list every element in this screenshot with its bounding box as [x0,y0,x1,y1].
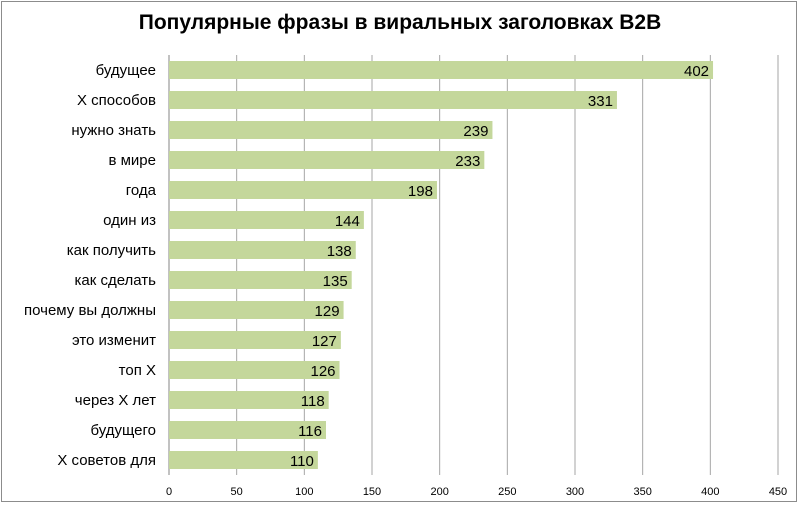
data-label: 135 [323,273,348,290]
bar [169,91,617,109]
bar [169,271,352,289]
x-tick-label: 100 [295,486,313,498]
x-tick-label: 150 [363,486,381,498]
category-label: X способов [77,92,156,109]
category-label: топ X [119,362,156,379]
bars [169,61,714,469]
category-label: один из [103,212,156,229]
category-label: как получить [67,242,156,259]
category-labels: будущее X способов нужно знать в мире года од… [24,62,157,469]
data-label: 127 [312,333,337,350]
category-label: через X лет [75,392,156,409]
bar [169,301,344,319]
x-tick-label: 200 [430,486,448,498]
bar [169,151,485,169]
data-label: 331 [588,93,613,110]
data-label: 116 [298,423,322,440]
category-label: X советов для [57,452,156,469]
category-label: нужно знать [71,122,156,139]
bar [169,121,493,139]
x-tick-label: 400 [701,486,719,498]
data-label: 239 [463,123,488,140]
bar [169,61,714,79]
data-label: 138 [327,243,352,260]
category-label: года [126,182,157,199]
bar [169,211,364,229]
data-labels: 402 331 239 233 198 144 138 135 129 127 126 118 116 1… [290,63,709,470]
data-label: 198 [408,183,433,200]
data-label: 144 [335,213,360,230]
data-label: 126 [310,363,335,380]
chart-title: Популярные фразы в виральных заголовках … [138,11,662,34]
data-label: 129 [315,303,340,320]
data-label: 402 [684,63,709,80]
bar [169,361,340,379]
category-label: почему вы должны [24,302,156,319]
bar [169,451,318,469]
x-tick-label: 250 [498,486,516,498]
data-label: 110 [290,453,314,470]
x-tick-label: 450 [769,486,787,498]
bar [169,181,437,199]
x-tick-label: 350 [633,486,651,498]
data-label: 233 [455,153,480,170]
x-axis-tick-labels: 0 50 100 150 200 250 300 350 400 450 [166,486,787,498]
category-label: в мире [108,152,156,169]
x-tick-label: 300 [566,486,584,498]
bar [169,391,329,409]
category-label: будущего [90,422,156,439]
x-tick-label: 50 [231,486,243,498]
category-label: это изменит [72,332,156,349]
category-label: будущее [96,62,156,79]
bar [169,241,356,259]
category-label: как сделать [74,272,156,289]
bar [169,331,341,349]
data-label: 118 [301,393,325,410]
bar [169,421,326,439]
x-tick-label: 0 [166,486,172,498]
gridlines [168,55,779,475]
